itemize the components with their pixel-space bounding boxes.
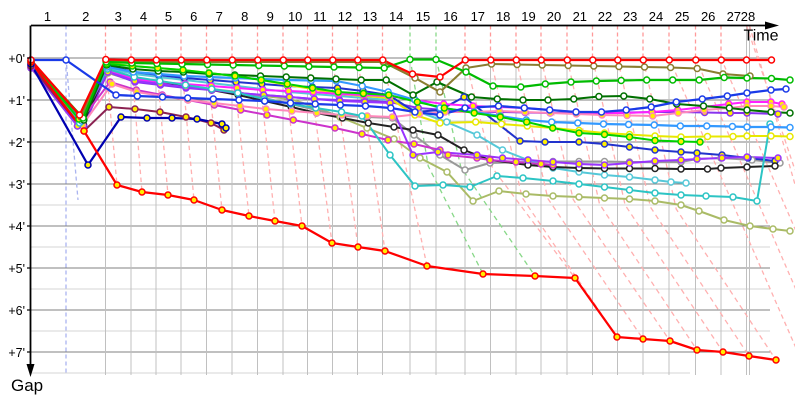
svg-text:Time: Time <box>744 28 779 45</box>
svg-text:9: 9 <box>267 9 274 24</box>
svg-text:+7': +7' <box>8 346 25 360</box>
svg-text:20: 20 <box>547 9 561 24</box>
svg-text:24: 24 <box>649 9 663 24</box>
svg-text:23: 23 <box>623 9 637 24</box>
svg-text:+0': +0' <box>8 52 25 66</box>
svg-text:2: 2 <box>82 9 89 24</box>
svg-text:+2': +2' <box>8 136 25 150</box>
svg-text:19: 19 <box>521 9 535 24</box>
svg-text:5: 5 <box>165 9 172 24</box>
svg-text:13: 13 <box>363 9 377 24</box>
svg-text:4: 4 <box>140 9 147 24</box>
svg-text:12: 12 <box>338 9 352 24</box>
svg-text:6: 6 <box>190 9 197 24</box>
svg-text:7: 7 <box>216 9 223 24</box>
svg-text:27: 27 <box>727 9 741 24</box>
svg-text:21: 21 <box>573 9 587 24</box>
svg-text:28: 28 <box>741 9 755 24</box>
svg-text:25: 25 <box>675 9 689 24</box>
svg-text:16: 16 <box>443 9 457 24</box>
svg-text:10: 10 <box>288 9 302 24</box>
svg-text:+6': +6' <box>8 304 25 318</box>
svg-text:22: 22 <box>598 9 612 24</box>
svg-text:26: 26 <box>701 9 715 24</box>
svg-text:17: 17 <box>471 9 485 24</box>
svg-text:+3': +3' <box>8 178 25 192</box>
svg-text:11: 11 <box>313 9 327 24</box>
svg-text:3: 3 <box>115 9 122 24</box>
svg-text:8: 8 <box>241 9 248 24</box>
svg-text:14: 14 <box>389 9 403 24</box>
svg-text:15: 15 <box>416 9 430 24</box>
svg-text:+4': +4' <box>8 220 25 234</box>
svg-text:+1': +1' <box>8 94 25 108</box>
svg-text:1: 1 <box>44 9 51 24</box>
svg-text:18: 18 <box>496 9 510 24</box>
svg-text:+5': +5' <box>8 262 25 276</box>
svg-text:Gap: Gap <box>11 376 43 395</box>
